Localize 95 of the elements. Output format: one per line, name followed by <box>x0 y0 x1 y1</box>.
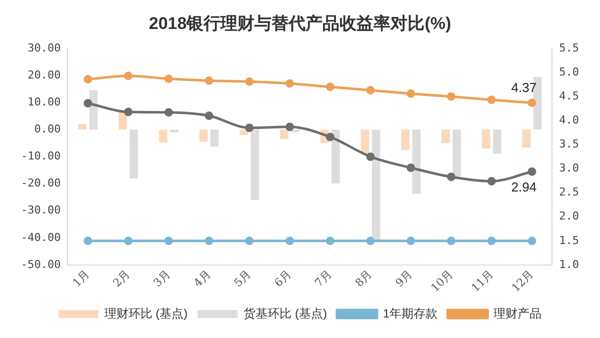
bar <box>291 130 300 132</box>
point <box>528 167 536 176</box>
y2-tick-label: 3.5 <box>559 138 580 151</box>
y2-tick-label: 5.5 <box>559 41 580 54</box>
y2-tick-label: 1.0 <box>559 258 580 271</box>
point <box>446 172 456 182</box>
y-tick-label: -30.00 <box>20 204 61 217</box>
bar <box>240 130 248 136</box>
point <box>164 108 173 117</box>
point <box>528 98 536 108</box>
y2-tick-label: 2.5 <box>559 186 580 199</box>
chart-title: 2018银行理财与替代产品收益率对比(%) <box>148 14 452 33</box>
point <box>366 86 375 95</box>
point <box>446 92 456 101</box>
bar <box>452 130 461 176</box>
bar <box>158 130 168 143</box>
x-tick-label: 5月 <box>232 268 254 290</box>
point <box>204 236 214 246</box>
y2-tick-label: 3.0 <box>559 162 580 175</box>
bar <box>482 130 490 149</box>
point <box>124 108 133 116</box>
bar <box>360 130 370 154</box>
point <box>84 99 92 108</box>
legend-label: 理财产品 <box>494 306 542 320</box>
point <box>245 124 254 132</box>
point <box>164 74 173 83</box>
data-label: 2.94 <box>511 180 537 195</box>
x-tick-label: 10月 <box>428 268 456 294</box>
bar <box>78 124 87 130</box>
point <box>286 236 294 246</box>
point <box>286 122 294 132</box>
point <box>204 76 214 85</box>
point <box>164 236 173 246</box>
bar <box>372 130 380 241</box>
y-tick-label: -40.00 <box>20 230 61 244</box>
y2-tick-label: 4.5 <box>559 89 580 102</box>
bar <box>199 130 208 142</box>
point <box>406 236 416 246</box>
point <box>84 74 92 84</box>
x-tick-label: 7月 <box>312 268 334 290</box>
bar <box>492 130 502 154</box>
point <box>487 176 496 186</box>
y2-tick-label: 5.0 <box>559 65 580 78</box>
point <box>124 72 133 80</box>
x-tick-label: 4月 <box>191 268 214 290</box>
point <box>245 77 254 86</box>
x-tick-label: 12月 <box>509 268 536 294</box>
y2-tick-label: 1.5 <box>559 234 580 247</box>
x-tick-label: 3月 <box>150 268 173 290</box>
bar <box>522 130 531 148</box>
x-tick-label: 11月 <box>468 268 496 294</box>
bar <box>118 112 127 130</box>
point <box>326 82 334 92</box>
bar <box>130 130 138 178</box>
y-tick-label: -10.00 <box>20 150 61 163</box>
point <box>286 79 294 88</box>
bar <box>210 130 219 147</box>
bar <box>280 130 288 140</box>
bar <box>332 130 340 184</box>
x-tick-label: 1月 <box>70 268 92 290</box>
point <box>487 96 496 104</box>
legend-label: 1年期存款 <box>382 306 438 320</box>
x-tick-label: 2月 <box>110 268 132 290</box>
point <box>204 112 214 120</box>
legend-label: 货基环比 (基点) <box>244 306 327 320</box>
point <box>487 236 496 246</box>
y-tick-label: 20.00 <box>28 68 61 82</box>
y2-tick-label: 4.0 <box>559 113 580 126</box>
point <box>406 89 416 98</box>
x-tick-label: 8月 <box>352 268 375 290</box>
x-tick-label: 9月 <box>393 268 415 290</box>
y-tick-label: 30.00 <box>28 41 61 54</box>
point <box>528 236 536 246</box>
bar <box>170 130 178 132</box>
point <box>245 236 254 246</box>
y-tick-label: -20.00 <box>20 176 61 190</box>
point <box>326 132 334 142</box>
point <box>84 236 92 246</box>
point <box>366 236 375 246</box>
point <box>124 236 133 246</box>
data-label: 4.37 <box>511 80 537 95</box>
bar <box>401 130 410 150</box>
point <box>366 152 375 161</box>
legend-label: 理财环比 (基点) <box>104 306 188 320</box>
point <box>446 236 456 246</box>
y-tick-label: -50.00 <box>20 258 61 271</box>
bar <box>250 130 260 200</box>
x-tick-label: 6月 <box>272 268 294 290</box>
bar <box>442 130 450 144</box>
y-tick-label: 0.00 <box>34 122 61 136</box>
y-tick-label: 10.00 <box>28 95 61 108</box>
y2-tick-label: 2.0 <box>559 210 580 223</box>
point <box>326 236 334 246</box>
point <box>406 164 416 172</box>
bar <box>412 130 421 194</box>
